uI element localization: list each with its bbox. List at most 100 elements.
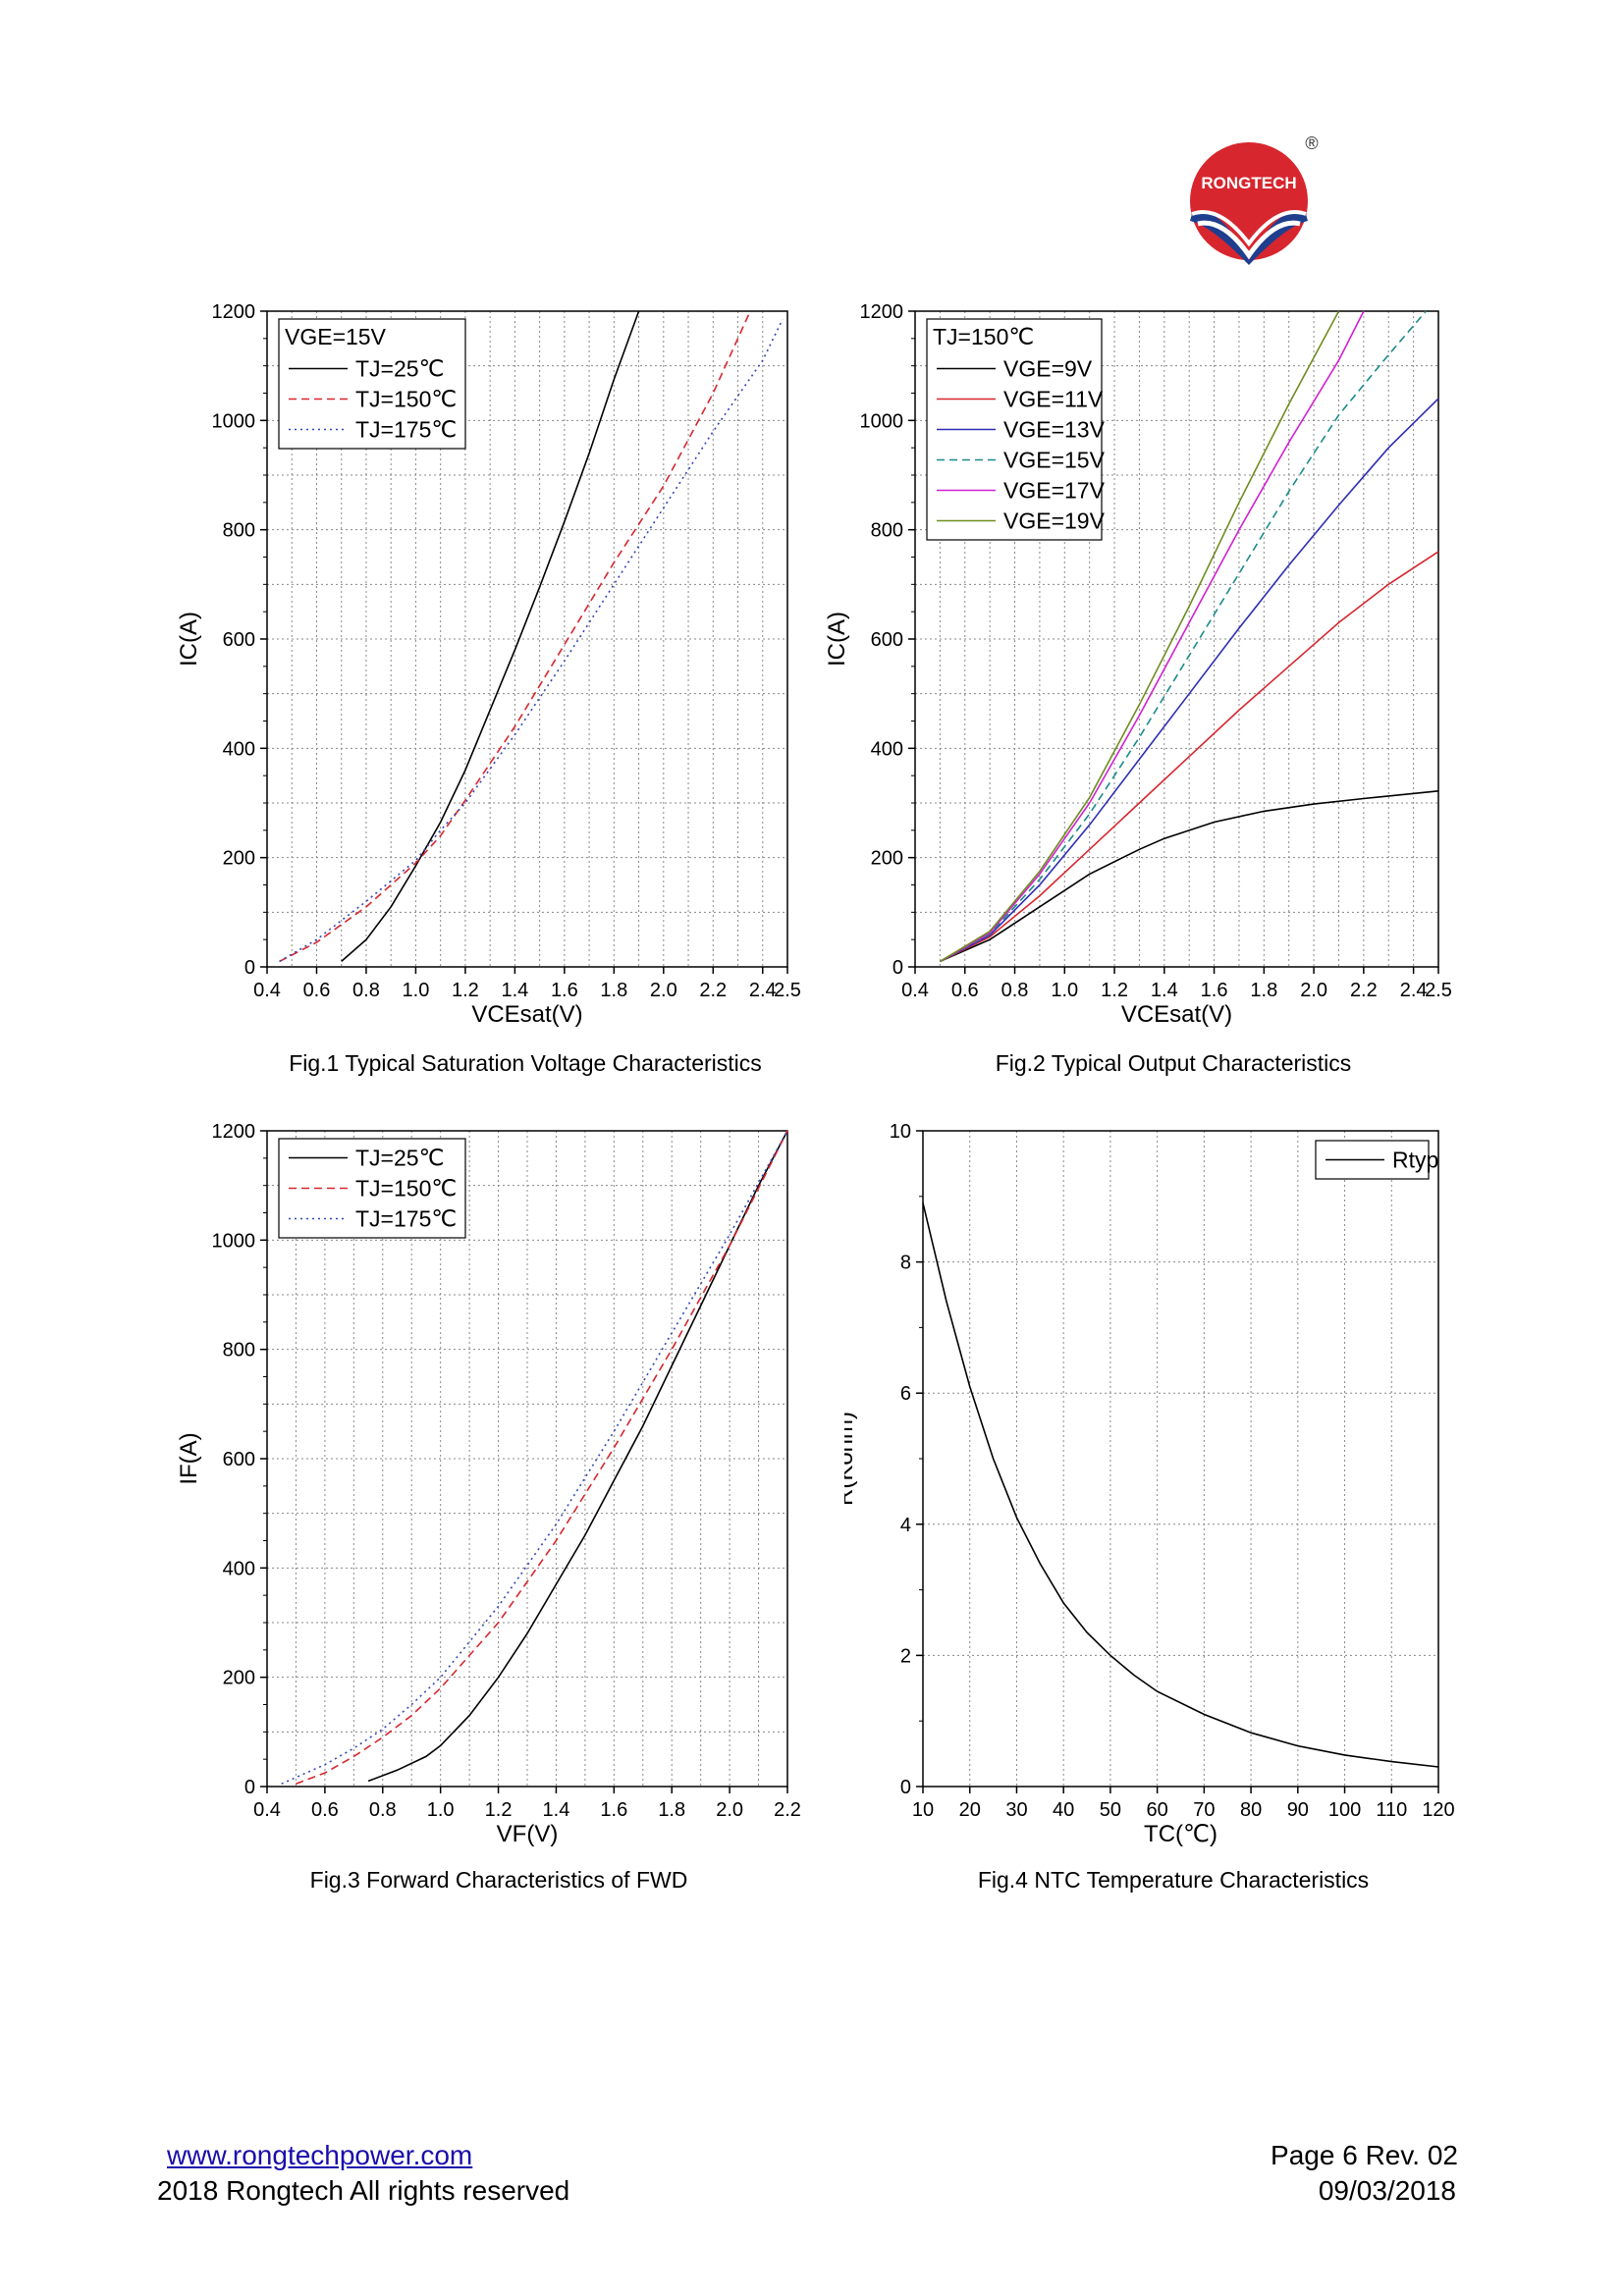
y-tick-label: 0 <box>900 1777 911 1798</box>
x-axis-label: VCEsat(V) <box>1121 1001 1232 1028</box>
x-tick-label: 1.8 <box>1250 980 1277 1001</box>
x-tick-label: 2.4 <box>749 980 777 1001</box>
x-tick-label: 1.0 <box>1051 980 1078 1001</box>
x-tick-label: 1.2 <box>1101 980 1128 1001</box>
series-line-2 <box>279 310 751 963</box>
y-axis-label: IF(A) <box>176 1432 202 1484</box>
x-tick-label: 2.4 <box>1400 980 1428 1001</box>
plot-c3: 0 200 400 600 800 1000 1200 0.4 0.6 0.8 1.0 1.2 1.4 1… <box>176 1121 801 1847</box>
revision-date: 09/03/2018 <box>1318 2175 1456 2206</box>
chart-fig4-ntc-temperature: 0 2 4 6 8 10 10 20 30 40 50 60 70 80 90 100 110 120 TC(℃) R… <box>844 1121 1455 1847</box>
logo-text: RONGTECH <box>1201 174 1296 192</box>
y-tick-label: 800 <box>223 520 255 542</box>
x-tick-label: 1.8 <box>658 1799 685 1821</box>
x-tick-label: 2.2 <box>1350 980 1378 1001</box>
legend-label: TJ=175℃ <box>355 417 457 443</box>
y-axis-label: IC(A) <box>176 612 202 667</box>
x-tick-label: 50 <box>1100 1799 1121 1821</box>
x-tick-label: 2.5 <box>774 980 801 1001</box>
x-tick-label: 0.4 <box>253 980 281 1001</box>
series-line-2 <box>296 1130 788 1785</box>
website-link[interactable]: www.rongtechpower.com <box>167 2140 473 2170</box>
y-tick-label: 600 <box>223 1449 255 1470</box>
legend-label: VGE=9V <box>1003 356 1093 382</box>
series-line-1 <box>940 790 1439 963</box>
series-line-4 <box>940 310 1427 963</box>
x-tick-label: 1.2 <box>452 980 479 1001</box>
y-tick-label: 4 <box>900 1515 911 1536</box>
x-tick-label: 2.0 <box>650 980 677 1001</box>
legend-label: Rtyp <box>1392 1148 1438 1173</box>
x-tick-label: 1.4 <box>543 1799 570 1821</box>
x-tick-label: 1.6 <box>600 1799 627 1821</box>
y-tick-label: 1200 <box>212 301 256 323</box>
legend-box <box>278 318 466 450</box>
x-tick-label: 30 <box>1005 1799 1027 1821</box>
y-tick-label: 400 <box>223 738 255 760</box>
series-line-2 <box>940 551 1439 963</box>
rongtech-logo: RONGTECH ® <box>1190 133 1319 265</box>
fig1-caption: Fig.1 Typical Saturation Voltage Charact… <box>289 1050 762 1076</box>
y-tick-label: 200 <box>223 848 255 870</box>
x-axis-label: TC(℃) <box>1144 1821 1217 1847</box>
x-tick-label: 20 <box>959 1799 981 1821</box>
y-tick-label: 8 <box>900 1253 911 1274</box>
plot-frame <box>922 1130 1439 1788</box>
x-tick-label: 80 <box>1240 1799 1262 1821</box>
legend: TJ=150℃ VGE=9V VGE=11V VGE=13V VGE=15V VGE=17… <box>926 318 1106 541</box>
x-tick-label: 70 <box>1193 1799 1215 1821</box>
x-tick-label: 60 <box>1147 1799 1168 1821</box>
legend-label: TJ=25℃ <box>355 356 444 382</box>
chart-fig1-saturation-voltage: 0 200 400 600 800 1000 1200 0.4 0.6 0.8 1.0 1.2 1.4 1… <box>176 301 801 1028</box>
y-tick-label: 1000 <box>860 410 904 432</box>
x-tick-label: 2.0 <box>716 1799 743 1821</box>
chart-fig3-fwd-forward: 0 200 400 600 800 1000 1200 0.4 0.6 0.8 1.0 1.2 1.4 1… <box>176 1121 801 1847</box>
y-tick-label: 800 <box>871 520 903 542</box>
x-tick-label: 110 <box>1376 1799 1407 1821</box>
y-tick-label: 1200 <box>860 301 904 323</box>
y-tick-label: 1000 <box>212 1230 256 1252</box>
legend: Rtyp <box>1315 1140 1438 1180</box>
legend-label: VGE=17V <box>1003 478 1106 504</box>
x-tick-label: 100 <box>1328 1799 1361 1821</box>
legend-label: TJ=150℃ <box>355 1176 457 1201</box>
y-tick-label: 1200 <box>212 1121 256 1143</box>
x-tick-label: 1.6 <box>551 980 578 1001</box>
legend-label: VGE=15V <box>1003 448 1106 473</box>
legend: VGE=15V TJ=25℃ TJ=150℃ TJ=175℃ <box>278 318 466 450</box>
x-tick-label: 0.6 <box>951 980 979 1001</box>
page-revision: Page 6 Rev. 02 <box>1271 2140 1458 2170</box>
x-tick-label: 0.8 <box>352 980 380 1001</box>
y-tick-label: 0 <box>893 957 903 979</box>
legend-label: VGE=13V <box>1003 417 1106 443</box>
legend-box <box>278 1138 466 1239</box>
x-tick-label: 2.0 <box>1300 980 1327 1001</box>
legend-title: VGE=15V <box>285 324 387 349</box>
y-tick-label: 6 <box>900 1383 911 1405</box>
x-axis-label: VF(V) <box>497 1821 559 1847</box>
series-line-3 <box>279 319 784 963</box>
x-tick-label: 90 <box>1287 1799 1309 1821</box>
chart-fig2-output-characteristics: 0 200 400 600 800 1000 1200 0.4 0.6 0.8 1.0 1.2 1.4 1… <box>824 301 1452 1028</box>
plot-c2: 0 200 400 600 800 1000 1200 0.4 0.6 0.8 1.0 1.2 1.4 1… <box>824 301 1452 1028</box>
x-tick-label: 1.2 <box>485 1799 513 1821</box>
fig3-caption: Fig.3 Forward Characteristics of FWD <box>309 1867 688 1893</box>
legend-label: VGE=11V <box>1003 387 1104 412</box>
x-tick-label: 0.8 <box>1001 980 1029 1001</box>
y-tick-label: 400 <box>871 738 903 760</box>
y-tick-label: 0 <box>244 957 255 979</box>
series-line-3 <box>940 398 1439 963</box>
fig4-caption: Fig.4 NTC Temperature Characteristics <box>977 1867 1370 1893</box>
y-tick-label: 600 <box>871 629 903 651</box>
x-tick-label: 10 <box>912 1799 934 1821</box>
series-line-1 <box>922 1202 1439 1768</box>
x-tick-label: 0.8 <box>369 1799 397 1821</box>
registered-mark: ® <box>1305 133 1318 153</box>
series-line-1 <box>341 310 640 963</box>
x-tick-label: 1.6 <box>1201 980 1228 1001</box>
plot-c1: 0 200 400 600 800 1000 1200 0.4 0.6 0.8 1.0 1.2 1.4 1… <box>176 301 801 1028</box>
x-tick-label: 1.8 <box>600 980 627 1001</box>
x-tick-label: 0.4 <box>901 980 929 1001</box>
legend-label: TJ=150℃ <box>355 387 457 412</box>
x-tick-label: 0.4 <box>253 1799 281 1821</box>
